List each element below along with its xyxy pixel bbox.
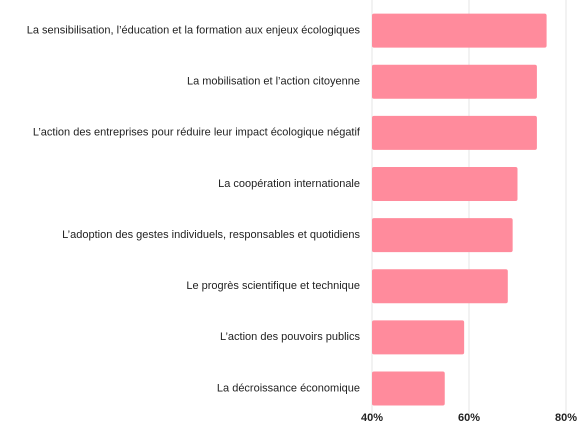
y-tick-label: L’adoption des gestes individuels, respo… [62, 229, 360, 241]
bar [372, 166, 518, 201]
y-tick-label: Le progrès scientifique et technique [186, 280, 360, 292]
bar [372, 64, 537, 99]
y-tick-label: L’action des entreprises pour réduire le… [33, 127, 361, 139]
bar [372, 320, 465, 355]
y-tick-label: La sensibilisation, l’éducation et la fo… [27, 24, 361, 36]
y-tick-label: La mobilisation et l’action citoyenne [187, 76, 360, 88]
bar [372, 269, 508, 304]
x-tick-label: 60% [458, 412, 480, 424]
y-tick-label: La coopération internationale [218, 178, 360, 190]
bar [372, 13, 547, 48]
x-tick-label: 40% [361, 412, 383, 424]
y-tick-label: La décroissance économique [217, 382, 360, 394]
x-tick-label: 80% [555, 412, 577, 424]
y-tick-label: L’action des pouvoirs publics [220, 331, 361, 343]
bar [372, 371, 445, 406]
bar [372, 115, 537, 150]
bar [372, 218, 513, 253]
